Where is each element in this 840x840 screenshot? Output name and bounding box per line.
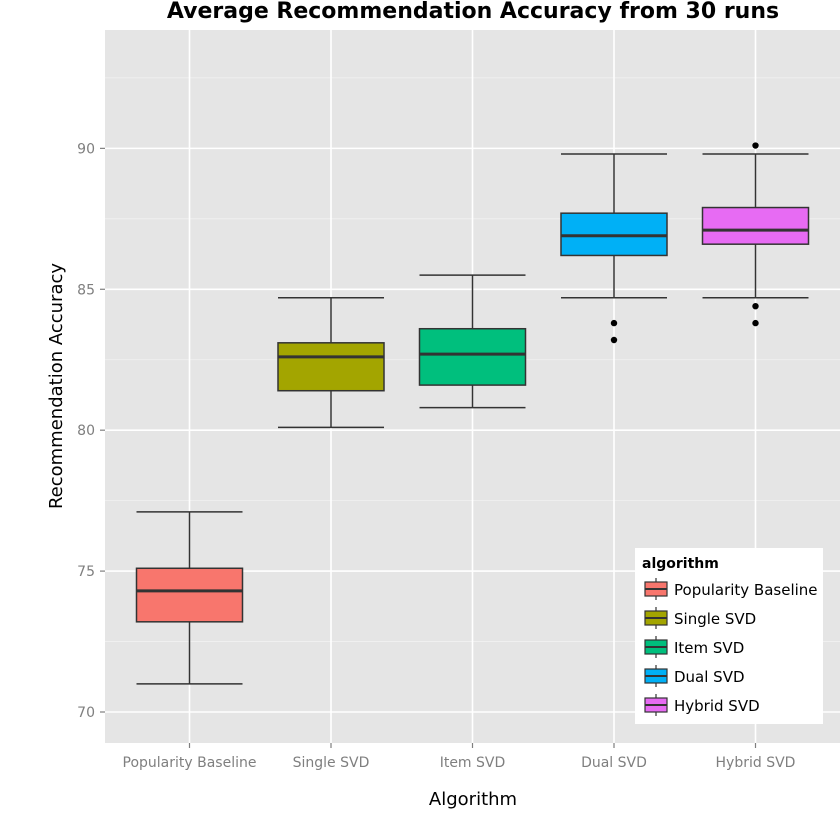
legend: algorithm Popularity Baseline Single SVD I… (635, 548, 823, 724)
x-tick-label: Hybrid SVD (716, 755, 796, 771)
box-dual-svd (560, 153, 668, 344)
legend-background (635, 548, 823, 724)
y-tick-label: 75 (77, 564, 95, 580)
box-iqr (418, 327, 527, 386)
legend-items: Popularity Baseline Single SVD Item SVD Dua… (644, 578, 818, 716)
x-tick-label: Single SVD (293, 755, 370, 771)
outlier-point (610, 336, 618, 344)
legend-label: Item SVD (674, 639, 744, 657)
box-iqr (277, 342, 385, 392)
box-iqr (135, 567, 244, 623)
box-item-svd (418, 274, 527, 409)
legend-item: Dual SVD (644, 665, 745, 687)
legend-item: Single SVD (644, 607, 756, 629)
y-tick-label: 90 (77, 141, 95, 157)
legend-label: Dual SVD (674, 668, 745, 686)
y-axis-ticks: 70 75 80 85 90 (77, 141, 105, 721)
outlier-point (752, 302, 759, 310)
x-tick-label: Popularity Baseline (123, 755, 257, 771)
boxes (135, 142, 810, 685)
legend-label: Single SVD (674, 610, 756, 628)
legend-label: Popularity Baseline (674, 581, 818, 599)
x-axis-title: Algorithm (429, 789, 517, 810)
legend-item: Item SVD (644, 636, 744, 658)
outlier-point (752, 319, 759, 327)
x-tick-label: Dual SVD (581, 755, 647, 771)
legend-item: Hybrid SVD (644, 694, 760, 716)
box-iqr (701, 206, 810, 245)
box-hybrid-svd (701, 142, 810, 327)
y-tick-label: 80 (77, 423, 95, 439)
outlier-point (610, 319, 618, 327)
legend-item: Popularity Baseline (644, 578, 818, 600)
legend-label: Hybrid SVD (674, 697, 760, 715)
outlier-point (752, 142, 759, 149)
y-tick-label: 70 (77, 705, 95, 721)
x-axis-ticks: Popularity Baseline Single SVD Item SVD Dua… (123, 743, 796, 771)
y-axis-title: Recommendation Accuracy (46, 263, 67, 509)
box-single-svd (277, 296, 385, 429)
chart-title: Average Recommendation Accuracy from 30 … (167, 0, 779, 24)
y-tick-label: 85 (77, 282, 95, 298)
box-popularity-baseline (135, 511, 244, 685)
x-tick-label: Item SVD (440, 755, 506, 771)
legend-title: algorithm (642, 556, 719, 572)
